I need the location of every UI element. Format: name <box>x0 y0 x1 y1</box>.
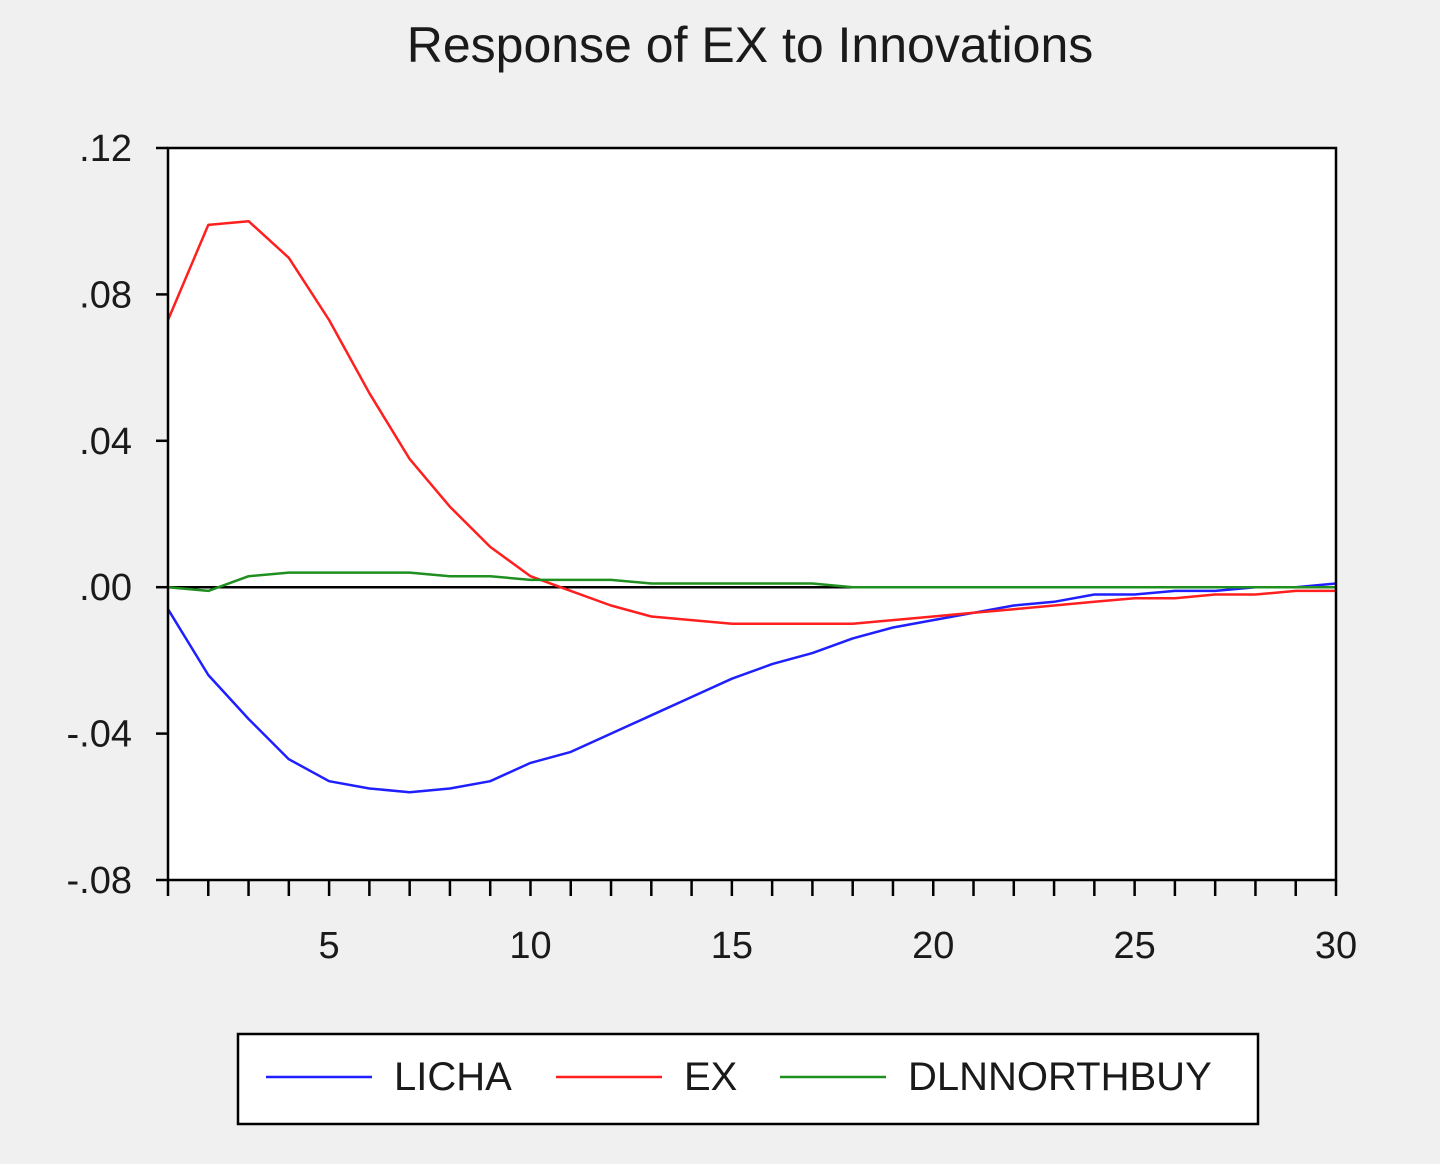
x-tick-label: 30 <box>1315 925 1357 967</box>
x-axis: 5 10 15 20 25 30 <box>166 880 1357 967</box>
y-tick-label: -.08 <box>67 860 132 902</box>
y-tick-label: .00 <box>79 567 132 609</box>
plot-area <box>168 148 1336 880</box>
y-tick-label: .08 <box>79 274 132 316</box>
y-axis: .12 .08 .04 .00 -.04 -.08 <box>67 128 168 902</box>
legend-label-licha: LICHA <box>394 1055 512 1099</box>
x-tick-label: 20 <box>912 925 954 967</box>
series-group <box>166 219 1337 794</box>
legend-box <box>236 1032 1260 1126</box>
x-tick-label: 15 <box>711 925 753 967</box>
legend-label-dlnnorthbuy: DLNNORTHBUY <box>908 1055 1212 1099</box>
y-tick-label: -.04 <box>67 714 132 756</box>
series-line-ex <box>166 219 1336 626</box>
series-line-licha <box>166 582 1337 794</box>
legend-label-ex: EX <box>684 1055 737 1099</box>
x-tick-label: 5 <box>319 925 340 967</box>
legend: LICHA EX DLNNORTHBUY <box>236 1032 1260 1126</box>
series-line-dlnnorthbuy <box>167 571 1336 593</box>
y-tick-label: .12 <box>79 128 132 170</box>
plot-frame <box>166 146 1338 882</box>
y-tick-label: .04 <box>79 421 132 463</box>
chart-title: Response of EX to Innovations <box>407 17 1094 73</box>
x-tick-label: 25 <box>1113 925 1155 967</box>
x-tick-label: 10 <box>509 925 551 967</box>
